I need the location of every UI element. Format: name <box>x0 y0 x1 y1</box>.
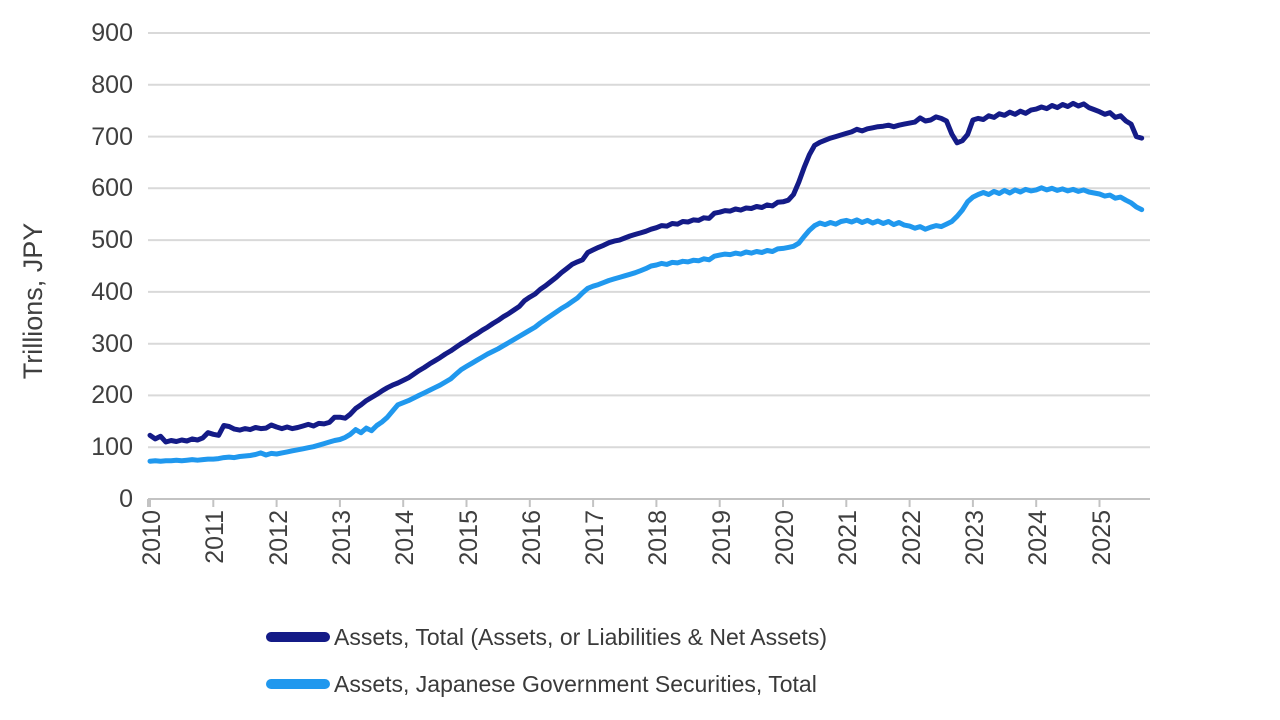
x-tick-label: 2023 <box>960 510 989 566</box>
y-tick-label: 0 <box>119 485 133 513</box>
legend-swatch-assets-total-icon <box>266 632 330 642</box>
x-tick-label: 2014 <box>391 510 420 566</box>
legend-label-assets-total: Assets, Total (Assets, or Liabilities & … <box>334 623 827 650</box>
y-tick-label: 300 <box>91 329 133 358</box>
x-tick-label: 2020 <box>771 510 799 566</box>
x-tick-label: 2010 <box>138 510 166 566</box>
x-tick-label: 2018 <box>644 510 673 566</box>
x-tick-label: 2012 <box>264 510 293 566</box>
x-tick-label: 2024 <box>1024 510 1053 566</box>
y-axis-title: Trillions, JPY <box>18 222 48 380</box>
series-line-1 <box>147 185 1145 464</box>
x-tick-label: 2019 <box>707 510 736 566</box>
series-line-0 <box>147 100 1145 445</box>
legend-label-jgs-total: Assets, Japanese Government Securities, … <box>334 670 817 697</box>
y-tick-label: 800 <box>91 70 133 99</box>
x-tick-label: 2015 <box>454 510 483 566</box>
x-tick-label: 2022 <box>897 510 926 566</box>
x-tick-label: 2025 <box>1087 510 1116 566</box>
legend-item-jgs-total: Assets, Japanese Government Securities, … <box>266 669 827 699</box>
x-tick-label: 2013 <box>327 510 356 566</box>
y-tick-label: 700 <box>91 122 133 151</box>
x-tick-label: 2017 <box>581 510 610 566</box>
legend: Assets, Total (Assets, or Liabilities & … <box>266 622 827 699</box>
y-tick-label: 200 <box>91 381 133 410</box>
y-tick-label: 400 <box>91 277 133 306</box>
x-tick-label: 2021 <box>834 510 863 566</box>
legend-swatch-jgs-total-icon <box>266 679 330 689</box>
y-axis-labels: 0 100 200 300 400 500 600 700 800 900 <box>58 0 133 520</box>
y-tick-label: 100 <box>91 433 133 462</box>
legend-item-assets-total: Assets, Total (Assets, or Liabilities & … <box>266 622 827 652</box>
x-tick-label: 2011 <box>201 510 230 564</box>
y-tick-label: 500 <box>91 226 133 255</box>
y-tick-label: 600 <box>91 174 133 203</box>
y-tick-label: 900 <box>91 19 133 47</box>
x-tick-label: 2016 <box>517 510 546 566</box>
